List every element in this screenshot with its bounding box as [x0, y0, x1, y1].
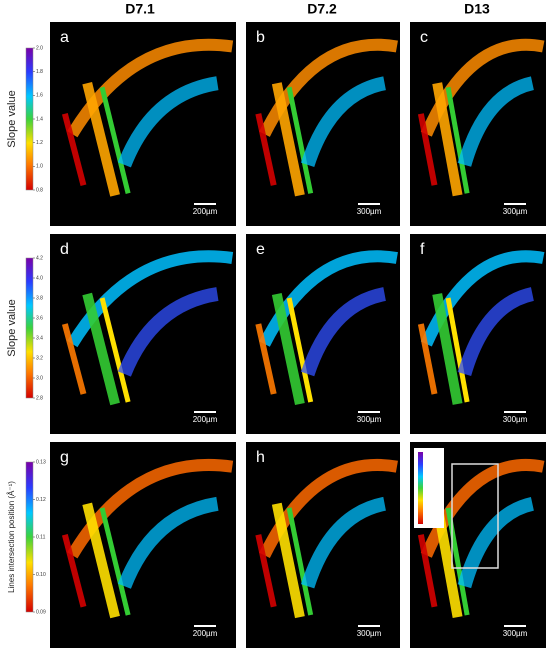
scale-bar-label: 300µm [503, 207, 528, 216]
tissue-band [99, 507, 131, 616]
tissue-band [286, 297, 314, 403]
tissue-band [117, 287, 219, 377]
inset-box [451, 463, 499, 569]
tissue-band [457, 287, 535, 377]
tissue-band [271, 82, 305, 197]
tissue-band [82, 292, 120, 406]
column-header: D13 [464, 1, 490, 17]
colorbar-tick-label: 3.8 [36, 295, 43, 301]
colorbar-tick-label: 0.09 [36, 609, 46, 615]
tissue-band [417, 113, 438, 186]
scale-bar-label: 300µm [503, 415, 528, 424]
tissue-band [417, 534, 438, 608]
tissue-band [255, 323, 277, 395]
tissue-band [61, 113, 87, 186]
colorbar-tick-label: 3.0 [36, 375, 43, 381]
tissue-band [117, 76, 219, 168]
colorbar [25, 461, 34, 613]
colorbar-tick-label: 2.8 [36, 395, 43, 401]
tissue-band [286, 86, 314, 194]
panel-label: c [420, 29, 428, 46]
scale-bar-label: 200µm [193, 415, 218, 424]
tissue-band [259, 458, 398, 558]
tissue-band [82, 81, 120, 197]
colorbar-tick-label: 0.13 [36, 459, 46, 465]
tissue-band [445, 86, 470, 194]
tissue-band [300, 496, 387, 589]
scale-bar-label: 300µm [357, 207, 382, 216]
tissue-band [259, 250, 398, 347]
colorbar-tick-label: 3.6 [36, 315, 43, 321]
tissue-band [300, 76, 387, 167]
tissue-band [61, 533, 87, 608]
tissue-band [99, 297, 131, 403]
colorbar [25, 47, 34, 191]
colorbar-title: Slope value [6, 90, 18, 148]
scale-bar-label: 300µm [503, 629, 528, 638]
colorbar-tick-label: 1.4 [36, 116, 43, 122]
scale-bar-label: 300µm [357, 415, 382, 424]
colorbar-tick-label: 3.4 [36, 335, 43, 341]
tissue-band [117, 496, 219, 589]
tissue-band [67, 458, 234, 559]
colorbar-title: Lines intersection position (Å⁻¹) [7, 481, 16, 593]
colorbar-tick-label: 3.2 [36, 355, 43, 361]
inset-colorbar-scale [418, 452, 423, 524]
tissue-band [286, 507, 314, 616]
tissue-band [432, 82, 463, 197]
colorbar-tick-label: 1.8 [36, 69, 43, 75]
tissue-band [271, 502, 305, 619]
tissue-band [67, 38, 234, 138]
colorbar [25, 257, 34, 399]
panel-label: e [256, 241, 265, 258]
panel-label: d [60, 241, 69, 258]
tissue-band [457, 496, 535, 589]
tissue-band [255, 113, 277, 186]
colorbar-tick-label: 0.12 [36, 497, 46, 503]
colorbar-tick-label: 4.2 [36, 255, 43, 261]
tissue-band [417, 323, 438, 395]
scale-bar-label: 300µm [357, 629, 382, 638]
colorbar-tick-label: 0.8 [36, 187, 43, 193]
scale-bar-label: 200µm [193, 629, 218, 638]
colorbar-tick-label: 2.0 [36, 45, 43, 51]
colorbar-tick-label: 1.2 [36, 140, 43, 146]
panel-label: h [256, 449, 265, 466]
tissue-band [432, 293, 463, 405]
tissue-band [259, 38, 398, 137]
panel-label: a [60, 29, 69, 46]
tissue-band [445, 297, 470, 403]
panel-label: f [420, 241, 425, 258]
tissue-band [255, 534, 277, 608]
scale-bar-label: 200µm [193, 207, 218, 216]
tissue-band [67, 250, 234, 348]
column-header: D7.2 [307, 1, 337, 17]
tissue-band [61, 323, 87, 395]
tissue-band [457, 76, 535, 167]
colorbar-tick-label: 1.0 [36, 164, 43, 170]
colorbar-tick-label: 0.10 [36, 572, 46, 578]
panel-label: b [256, 29, 265, 46]
tissue-band [271, 292, 305, 406]
column-header: D7.1 [125, 1, 155, 17]
colorbar-tick-label: 1.6 [36, 93, 43, 99]
tissue-band [99, 86, 131, 194]
panel-label: g [60, 449, 69, 466]
tissue-band [82, 502, 120, 619]
colorbar-title: Slope value [6, 299, 18, 357]
colorbar-tick-label: 0.11 [36, 534, 46, 540]
colorbar-tick-label: 4.0 [36, 275, 43, 281]
tissue-band [300, 287, 387, 377]
